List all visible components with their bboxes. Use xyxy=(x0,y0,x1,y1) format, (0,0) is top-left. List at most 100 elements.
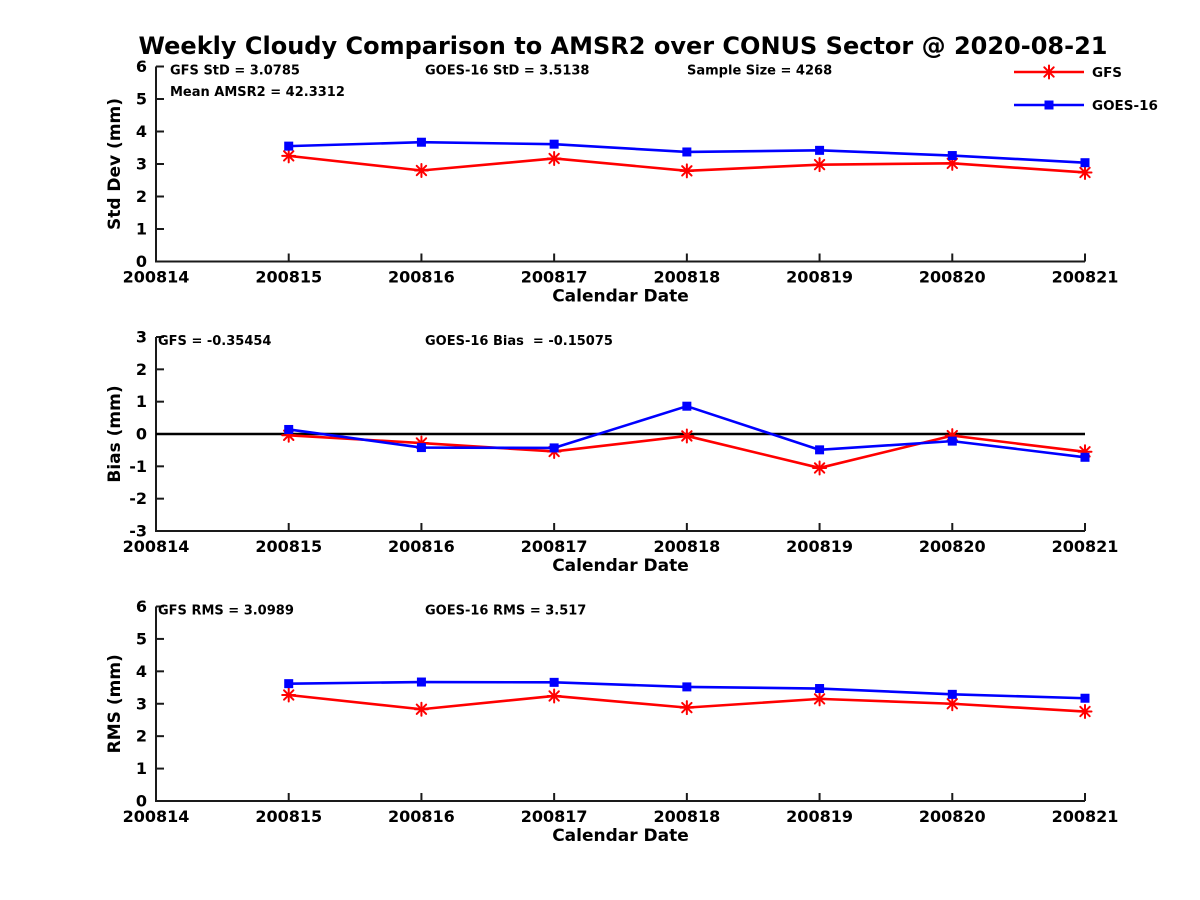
y-tick-label: 2 xyxy=(136,727,147,746)
legend-label: GOES-16 xyxy=(1092,98,1158,114)
y-tick-label: 1 xyxy=(136,759,147,778)
marker-asterisk xyxy=(812,691,828,707)
y-tick-label: 4 xyxy=(136,122,147,141)
legend-item-goes-16: GOES-16 xyxy=(1014,98,1158,114)
legend-marker-square xyxy=(1044,100,1054,110)
marker-asterisk xyxy=(281,687,297,703)
annotation: GFS = -0.35454 xyxy=(158,334,271,349)
marker-square xyxy=(549,443,559,453)
marker-square xyxy=(416,443,426,453)
y-tick-label: 3 xyxy=(136,694,147,713)
annotation: GOES-16 RMS = 3.517 xyxy=(425,604,586,619)
y-tick-label: -3 xyxy=(129,522,147,541)
x-tick-label: 200819 xyxy=(786,268,853,287)
marker-asterisk xyxy=(812,460,828,476)
x-tick-label: 200820 xyxy=(919,268,986,287)
x-tick-label: 200819 xyxy=(786,537,853,556)
marker-square xyxy=(682,401,692,411)
x-tick-label: 200814 xyxy=(123,807,190,826)
y-tick-label: 1 xyxy=(136,220,147,239)
annotation: Mean AMSR2 = 42.3312 xyxy=(170,85,345,100)
annotation: GFS RMS = 3.0989 xyxy=(158,604,294,619)
y-axis-label: RMS (mm) xyxy=(105,654,125,753)
legend-label: GFS xyxy=(1092,65,1122,81)
x-tick-label: 200818 xyxy=(653,268,720,287)
marker-square xyxy=(1080,693,1090,703)
marker-asterisk xyxy=(1077,164,1093,180)
y-tick-label: -2 xyxy=(129,489,147,508)
marker-asterisk xyxy=(546,150,562,166)
x-axis-title: Calendar Date xyxy=(552,287,689,307)
y-tick-label: 0 xyxy=(136,792,147,811)
marker-asterisk xyxy=(679,428,695,444)
marker-asterisk xyxy=(944,696,960,712)
panel-bias: -3 -2 -1 0 1 2 3 200814 200815 200816 200817 200818… xyxy=(105,328,1118,577)
x-tick-label: 200820 xyxy=(919,807,986,826)
marker-asterisk xyxy=(281,148,297,164)
x-tick-label: 200814 xyxy=(123,268,190,287)
annotation: GFS StD = 3.0785 xyxy=(170,64,300,79)
x-tick-label: 200821 xyxy=(1052,807,1119,826)
y-tick-label: 2 xyxy=(136,360,147,379)
marker-square xyxy=(947,436,957,446)
x-tick-label: 200817 xyxy=(521,537,588,556)
annotation: GOES-16 StD = 3.5138 xyxy=(425,64,589,79)
marker-square xyxy=(815,145,825,155)
x-axis-title: Calendar Date xyxy=(552,826,689,846)
marker-square xyxy=(416,677,426,687)
annotation: Sample Size = 4268 xyxy=(687,64,832,79)
marker-square xyxy=(1080,158,1090,168)
y-tick-label: 1 xyxy=(136,392,147,411)
marker-square xyxy=(815,684,825,694)
legend: GFS GOES-16 xyxy=(1014,64,1158,114)
marker-square xyxy=(284,141,294,151)
x-tick-label: 200819 xyxy=(786,807,853,826)
marker-square xyxy=(549,139,559,149)
x-tick-label: 200817 xyxy=(521,807,588,826)
y-axis-label: Bias (mm) xyxy=(105,385,125,482)
y-tick-label: 2 xyxy=(136,187,147,206)
x-tick-label: 200816 xyxy=(388,807,455,826)
x-tick-label: 200815 xyxy=(255,807,322,826)
marker-square xyxy=(284,424,294,434)
y-tick-label: 6 xyxy=(136,57,147,76)
marker-square xyxy=(284,679,294,689)
x-tick-label: 200821 xyxy=(1052,537,1119,556)
y-axis-label: Std Dev (mm) xyxy=(105,98,125,230)
x-tick-label: 200816 xyxy=(388,537,455,556)
marker-asterisk xyxy=(679,700,695,716)
y-tick-label: 0 xyxy=(136,425,147,444)
marker-square xyxy=(1080,452,1090,462)
annotation: GOES-16 Bias = -0.15075 xyxy=(425,334,613,349)
marker-square xyxy=(815,445,825,455)
x-tick-label: 200814 xyxy=(123,537,190,556)
x-tick-label: 200816 xyxy=(388,268,455,287)
x-tick-label: 200818 xyxy=(653,537,720,556)
y-tick-label: 5 xyxy=(136,629,147,648)
marker-square xyxy=(947,151,957,161)
x-tick-label: 200820 xyxy=(919,537,986,556)
y-tick-label: 4 xyxy=(136,662,147,681)
y-tick-label: 3 xyxy=(136,155,147,174)
figure-title: Weekly Cloudy Comparison to AMSR2 over C… xyxy=(139,32,1108,60)
y-tick-label: 5 xyxy=(136,90,147,109)
marker-asterisk xyxy=(679,163,695,179)
legend-item-gfs: GFS xyxy=(1014,64,1122,81)
x-tick-label: 200821 xyxy=(1052,268,1119,287)
marker-square xyxy=(549,677,559,687)
marker-asterisk xyxy=(546,688,562,704)
marker-square xyxy=(416,137,426,147)
legend-marker-asterisk xyxy=(1041,64,1057,80)
marker-asterisk xyxy=(1077,704,1093,720)
y-tick-label: -1 xyxy=(129,457,147,476)
y-tick-label: 6 xyxy=(136,597,147,616)
x-tick-label: 200815 xyxy=(255,268,322,287)
marker-square xyxy=(947,689,957,699)
panel-rms: 0 1 2 3 4 5 6 200814 200815 200816 200817 200818 200… xyxy=(105,597,1118,846)
panel-stddev: 0 1 2 3 4 5 6 200814 200815 200816 200817 200818 200… xyxy=(105,57,1118,307)
marker-square xyxy=(682,682,692,692)
marker-square xyxy=(682,147,692,157)
y-tick-label: 0 xyxy=(136,252,147,271)
